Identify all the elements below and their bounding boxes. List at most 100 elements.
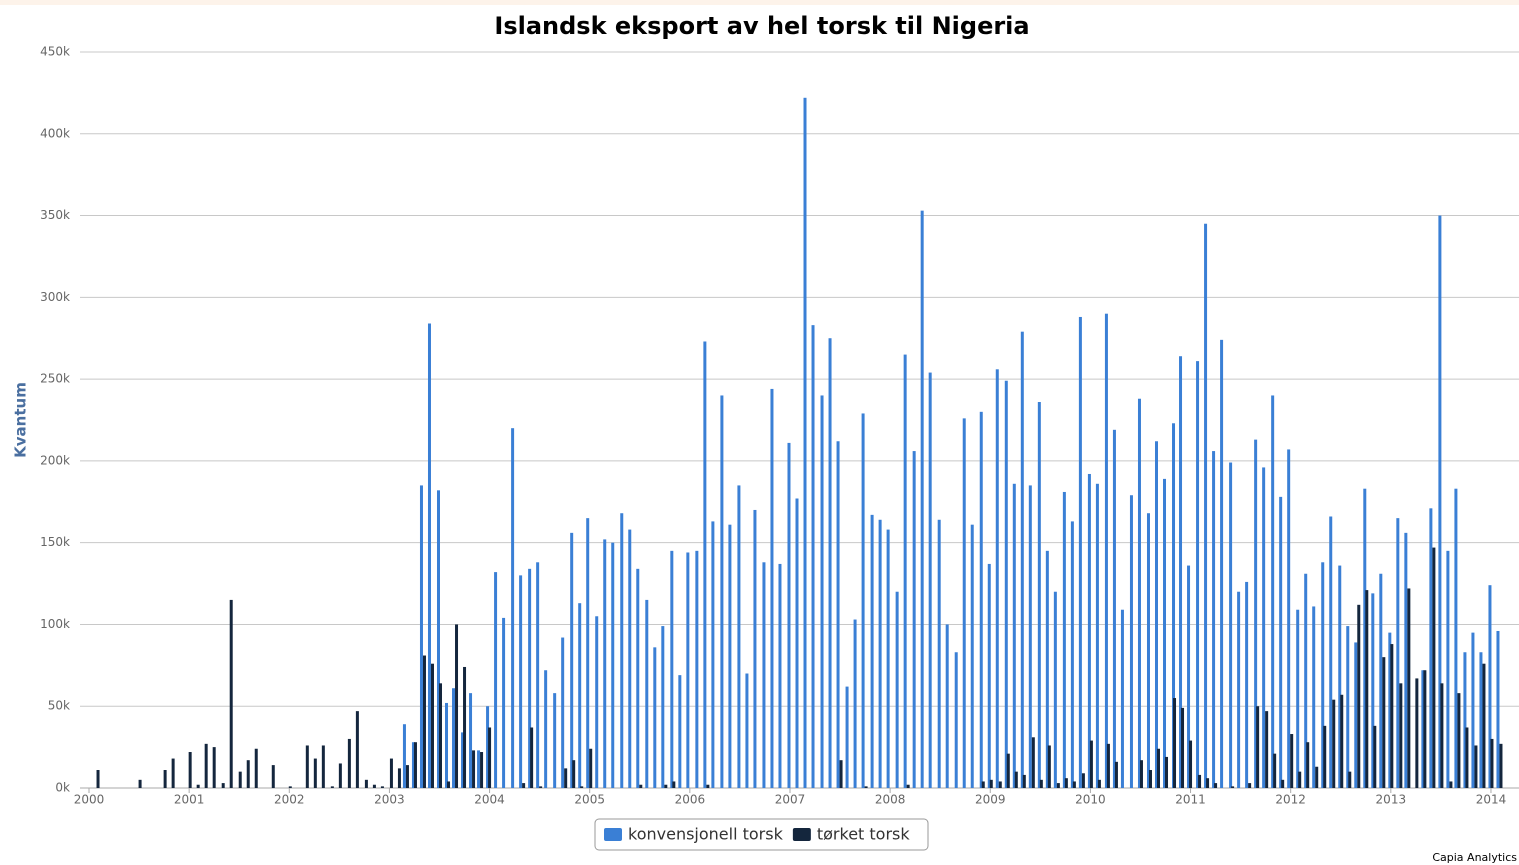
x-tick-label: 2010 xyxy=(1075,793,1106,807)
bar xyxy=(906,784,910,788)
bar xyxy=(1390,644,1394,788)
bar xyxy=(1097,779,1101,788)
bar xyxy=(1087,473,1091,788)
bar xyxy=(945,624,949,788)
x-tick-label: 2000 xyxy=(74,793,105,807)
legend-box xyxy=(594,818,929,851)
bar xyxy=(1373,725,1377,788)
bar xyxy=(998,781,1002,788)
bar xyxy=(861,413,865,788)
bar xyxy=(1104,313,1108,788)
bar xyxy=(380,786,384,788)
y-tick-label: 300k xyxy=(40,290,70,304)
bar xyxy=(1039,779,1043,788)
x-tick-label: 2003 xyxy=(374,793,405,807)
bar xyxy=(928,372,932,788)
bar xyxy=(1265,711,1269,788)
bar xyxy=(1273,753,1277,788)
bar xyxy=(1248,783,1252,788)
bar xyxy=(1396,518,1400,788)
bar xyxy=(979,411,983,788)
bar xyxy=(778,563,782,788)
bar xyxy=(1457,693,1461,788)
y-tick-label: 200k xyxy=(40,453,70,467)
bar xyxy=(1323,725,1327,788)
bar xyxy=(1187,565,1191,788)
bar xyxy=(1165,756,1169,788)
bar xyxy=(1012,483,1016,788)
bar xyxy=(539,786,543,788)
bar xyxy=(561,637,565,788)
bar xyxy=(397,768,401,788)
legend-swatch[interactable] xyxy=(604,828,622,841)
bar xyxy=(811,325,815,788)
bar xyxy=(1206,778,1210,788)
legend-swatch[interactable] xyxy=(792,828,811,841)
bar xyxy=(1022,774,1026,788)
bar xyxy=(1095,483,1099,788)
bar xyxy=(639,784,643,788)
bar xyxy=(1304,573,1308,788)
bar xyxy=(477,750,481,788)
y-tick-label: 250k xyxy=(40,372,70,386)
chart-title: Islandsk eksport av hel torsk til Nigeri… xyxy=(494,12,1029,40)
bar xyxy=(1004,380,1008,788)
bar xyxy=(1429,508,1433,788)
bar xyxy=(472,750,476,788)
bar xyxy=(338,763,342,788)
bar xyxy=(530,727,534,788)
bar xyxy=(445,702,449,788)
bar xyxy=(212,747,216,788)
bar xyxy=(1399,683,1403,788)
bar xyxy=(1340,694,1344,788)
bar xyxy=(553,693,557,788)
bar xyxy=(494,572,498,788)
bar xyxy=(1298,771,1302,788)
x-tick-label: 2006 xyxy=(675,793,706,807)
y-axis-label: Kvantum xyxy=(12,382,30,458)
bar xyxy=(603,539,607,788)
bar xyxy=(1114,761,1118,788)
bar xyxy=(645,599,649,788)
bar xyxy=(1321,562,1325,788)
x-tick-label: 2009 xyxy=(975,793,1006,807)
bar xyxy=(502,617,506,788)
bar xyxy=(422,655,426,788)
bar xyxy=(1062,491,1066,788)
bar xyxy=(1231,786,1235,788)
bar xyxy=(1120,609,1124,788)
bar xyxy=(313,758,317,788)
bar xyxy=(519,575,523,788)
bar xyxy=(1415,678,1419,788)
bar xyxy=(1482,663,1486,788)
bar xyxy=(661,626,665,788)
bar xyxy=(1404,532,1408,788)
bar xyxy=(1262,467,1266,788)
bar xyxy=(1421,670,1425,788)
y-tick-label: 50k xyxy=(48,699,70,713)
bar xyxy=(1028,485,1032,788)
bar xyxy=(1490,738,1494,788)
bar xyxy=(1181,707,1185,788)
bar xyxy=(1479,652,1483,788)
bar xyxy=(1329,516,1333,788)
bar xyxy=(770,388,774,788)
bar xyxy=(803,97,807,789)
bar xyxy=(864,786,868,788)
bar xyxy=(572,760,576,788)
legend-label[interactable]: tørket torsk xyxy=(817,825,911,844)
bar xyxy=(611,542,615,788)
bar xyxy=(836,441,840,788)
bar xyxy=(1312,606,1316,788)
bar xyxy=(878,519,882,788)
legend-label[interactable]: konvensjonell torsk xyxy=(628,825,784,844)
bar xyxy=(1488,585,1492,788)
bar xyxy=(1089,740,1093,788)
bar xyxy=(703,341,707,788)
bar xyxy=(347,738,351,788)
bar xyxy=(1354,642,1358,788)
bar xyxy=(1179,356,1183,788)
bar xyxy=(1081,773,1085,788)
bar xyxy=(989,779,993,788)
